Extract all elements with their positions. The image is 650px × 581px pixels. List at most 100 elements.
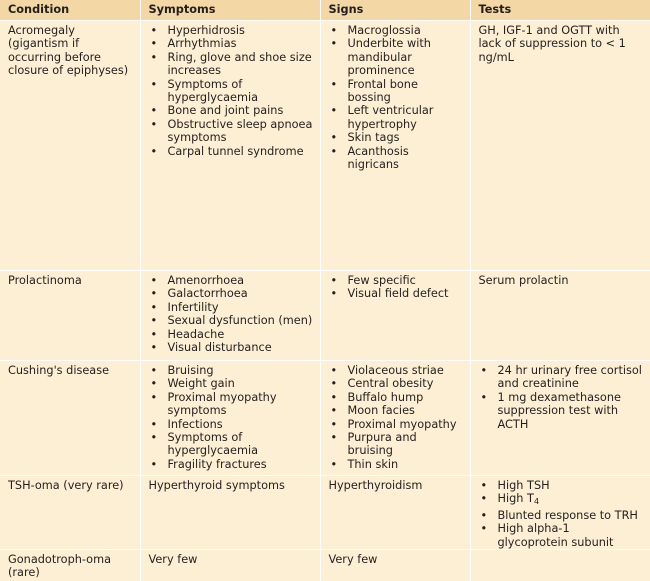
list-item: Weight gain — [149, 377, 313, 391]
list-item-text: Proximal myopathy — [347, 417, 457, 431]
list-item: Headache — [149, 327, 313, 342]
list-item-text: Blunted response to TRH — [497, 508, 638, 522]
list-item: Thin skin — [329, 457, 463, 472]
list-item-text: Proximal myopathy symptoms — [167, 390, 277, 418]
list-item: Hyperhidrosis — [149, 24, 313, 38]
list-item-text: Sexual dysfunction (men) — [167, 314, 313, 328]
signs-cell: Very few — [319, 549, 470, 581]
list-item-text: Thin skin — [347, 457, 399, 471]
list-item-text: Purpura and bruising — [347, 431, 417, 458]
list-item-text: Headache — [167, 327, 225, 341]
list-item-text: Acanthosis nigricans — [347, 144, 409, 172]
signs-cell: Hyperthyroidism — [319, 474, 470, 550]
list-item: Proximal myopathy — [329, 417, 463, 432]
list-item-text: Underbite with mandibular prominence — [347, 37, 431, 78]
list-item-text: Few specific — [347, 274, 416, 287]
list-item-text: Amenorrhoea — [167, 274, 245, 287]
list-item: Left ventricular hypertrophy — [329, 104, 463, 131]
list-item-text: Visual disturbance — [167, 341, 272, 355]
list-item: Sexual dysfunction (men) — [149, 314, 313, 328]
tests-cell: GH, IGF-1 and OGTT with lack of suppress… — [469, 20, 650, 271]
signs-cell-list: Violaceous striaeCentral obesityBuffalo … — [329, 364, 463, 472]
list-item: Buffalo hump — [329, 391, 463, 405]
list-item: Arrhythmias — [149, 37, 313, 51]
list-item: High T4 — [479, 492, 644, 508]
list-item-text: Visual field defect — [347, 287, 449, 301]
list-item-text: High alpha-1 glycoprotein subunit — [497, 522, 614, 549]
list-item-text: Galactorrhoea — [167, 287, 248, 301]
list-item-text: Ring, glove and shoe size increases — [167, 50, 312, 78]
list-item: Ring, glove and shoe size increases — [149, 51, 313, 78]
list-item: Fragility fractures — [149, 457, 313, 472]
list-item-text: Fragility fractures — [167, 457, 267, 471]
condition-cell: Gonadotroph-oma (rare) — [0, 549, 140, 581]
list-item-text: Frontal bone bossing — [347, 77, 418, 105]
list-item-text: Obstructive sleep apnoea symptoms — [167, 117, 313, 145]
list-item: Blunted response to TRH — [479, 508, 644, 523]
signs-cell: Violaceous striaeCentral obesityBuffalo … — [319, 360, 470, 476]
list-item-text: Weight gain — [167, 377, 235, 391]
list-item-text: Left ventricular hypertrophy — [347, 104, 434, 131]
list-item: Frontal bone bossing — [329, 78, 463, 105]
tests-cell: Serum prolactin — [469, 270, 650, 361]
table-row: ProlactinomaAmenorrhoeaGalactorrhoeaInfe… — [0, 270, 650, 361]
list-item-text: Macroglossia — [347, 24, 421, 37]
list-item-text: Symptoms of hyperglycaemia — [167, 431, 259, 458]
list-item: 24 hr urinary free cortisol and creatini… — [479, 364, 644, 391]
list-item: Central obesity — [329, 377, 463, 391]
list-item-text: 1 mg dexamethasone suppression test with… — [497, 390, 621, 431]
list-item: Bruising — [149, 364, 313, 378]
condition-cell: Cushing's disease — [0, 360, 140, 476]
list-item: 1 mg dexamethasone suppression test with… — [479, 391, 644, 431]
header-symptoms: Symptoms — [139, 0, 320, 21]
list-item: Carpal tunnel syndrome — [149, 144, 313, 159]
condition-cell: Acromegaly (gigantism if occurring befor… — [0, 20, 140, 271]
table-row: Cushing's diseaseBruisingWeight gainProx… — [0, 360, 650, 476]
symptoms-cell-list: AmenorrhoeaGalactorrhoeaInfertilitySexua… — [149, 274, 313, 355]
condition-cell: TSH-oma (very rare) — [0, 474, 140, 550]
list-item: Purpura and bruising — [329, 431, 463, 458]
list-item: Infertility — [149, 300, 313, 315]
signs-cell-list: MacroglossiaUnderbite with mandibular pr… — [329, 24, 463, 171]
list-item-text: Symptoms of hyperglycaemia — [167, 77, 259, 105]
list-item: Bone and joint pains — [149, 104, 313, 118]
list-item: Symptoms of hyperglycaemia — [149, 431, 313, 458]
list-item: Underbite with mandibular prominence — [329, 37, 463, 77]
list-item-text: Infections — [167, 417, 223, 431]
list-item: High TSH — [479, 479, 644, 493]
list-item: Symptoms of hyperglycaemia — [149, 78, 313, 105]
list-item-text: Bone and joint pains — [167, 104, 284, 118]
header-row: Condition Symptoms Signs Tests — [0, 0, 650, 21]
list-item-text: Infertility — [167, 300, 219, 314]
table-row: Gonadotroph-oma (rare) Very few Very few — [0, 549, 650, 581]
symptoms-cell: Very few — [139, 549, 320, 581]
list-item-text: High TSH — [497, 479, 550, 492]
symptoms-cell: Hyperthyroid symptoms — [139, 474, 320, 550]
list-item: Visual disturbance — [149, 341, 313, 355]
list-item-text: Carpal tunnel syndrome — [167, 144, 304, 158]
list-item: Acanthosis nigricans — [329, 145, 463, 172]
list-item: Moon facies — [329, 404, 463, 418]
list-item-text: Hyperhidrosis — [167, 24, 245, 37]
list-item: Amenorrhoea — [149, 274, 313, 288]
tests-cell — [469, 549, 650, 581]
list-item-text: Bruising — [167, 364, 214, 377]
symptoms-cell-list: HyperhidrosisArrhythmiasRing, glove and … — [149, 24, 313, 158]
list-item-text: High T — [497, 492, 534, 506]
tests-cell: 24 hr urinary free cortisol and creatini… — [469, 360, 650, 476]
list-item: Visual field defect — [329, 287, 463, 301]
list-item: Infections — [149, 417, 313, 432]
list-item: High alpha-1 glycoprotein subunit — [479, 522, 644, 549]
tests-cell: High TSHHigh T4Blunted response to TRHHi… — [469, 474, 650, 550]
tests-cell-list: High TSHHigh T4Blunted response to TRHHi… — [479, 479, 644, 549]
header-tests: Tests — [469, 0, 650, 21]
list-item: Proximal myopathy symptoms — [149, 391, 313, 418]
header-signs: Signs — [319, 0, 470, 21]
list-item: Violaceous striae — [329, 364, 463, 378]
condition-cell: Prolactinoma — [0, 270, 140, 361]
tests-cell-list: 24 hr urinary free cortisol and creatini… — [479, 364, 644, 431]
list-item: Macroglossia — [329, 24, 463, 38]
list-item: Few specific — [329, 274, 463, 288]
list-item: Obstructive sleep apnoea symptoms — [149, 118, 313, 145]
symptoms-cell-list: BruisingWeight gainProximal myopathy sym… — [149, 364, 313, 472]
